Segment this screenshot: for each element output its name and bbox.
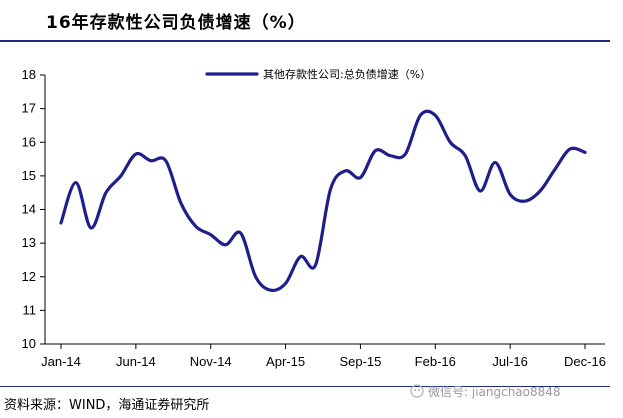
x-tick-label: Jul-16 <box>492 354 527 369</box>
y-tick-label: 14 <box>22 202 36 217</box>
chart-title: 16年存款性公司负债增速（%） <box>46 13 306 33</box>
y-tick-label: 16 <box>22 134 36 149</box>
legend-label: 其他存款性公司:总负债增速（%） <box>263 67 431 81</box>
y-tick-label: 10 <box>22 336 36 351</box>
x-tick-label: Dec-16 <box>564 354 606 369</box>
y-tick-label: 18 <box>22 67 36 82</box>
x-axis: Jan-14 Jun-14 Nov-14 Apr-15 Sep-15 Feb-16 Jul-… <box>41 343 606 369</box>
title-underline <box>0 40 610 42</box>
series-line <box>59 109 587 293</box>
x-tick-label: Nov-14 <box>190 354 232 369</box>
y-tick-label: 12 <box>22 269 36 284</box>
x-tick-label: Jun-14 <box>116 354 156 369</box>
y-tick-label: 17 <box>22 101 36 116</box>
source-note: 资料来源：WIND，海通证券研究所 <box>4 398 210 413</box>
x-tick-label: Feb-16 <box>415 354 456 369</box>
x-tick-label: Apr-15 <box>266 354 305 369</box>
y-tick-label: 13 <box>22 235 36 250</box>
wechat-icon <box>410 384 424 398</box>
y-axis: 10 11 12 13 14 15 16 17 18 <box>22 67 46 351</box>
series-layer <box>59 109 587 293</box>
watermark-text: 微信号: jiangchao8848 <box>428 385 561 399</box>
x-tick-label: Sep-15 <box>339 354 381 369</box>
source-divider <box>0 386 610 387</box>
y-tick-label: 11 <box>23 302 37 317</box>
y-tick-label: 15 <box>22 168 36 183</box>
x-tick-label: Jan-14 <box>41 354 81 369</box>
legend: 其他存款性公司:总负债增速（%） <box>205 67 431 81</box>
line-chart: 10 11 12 13 14 15 16 17 18 Jan-14 Jun-14 Nov-14 Apr… <box>22 67 606 369</box>
